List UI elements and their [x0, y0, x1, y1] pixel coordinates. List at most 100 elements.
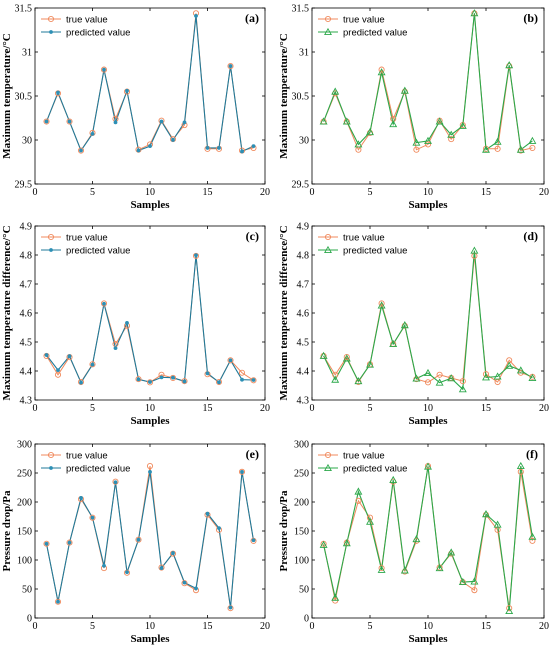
y-axis-label: Maximum temperature difference/°C — [278, 225, 290, 400]
point-predicted-value — [412, 374, 421, 382]
point-true-value — [169, 550, 177, 557]
x-tick-label: 20 — [539, 403, 549, 414]
panel-label: (d) — [523, 229, 538, 243]
point-predicted-value — [240, 469, 244, 474]
point-predicted-value — [228, 358, 233, 363]
x-tick-label: 15 — [481, 187, 491, 198]
y-tick-label: 30.5 — [292, 92, 310, 103]
y-tick-label: 4.8 — [297, 251, 310, 262]
y-tick-label: 50 — [22, 585, 32, 596]
point-predicted-value — [412, 534, 421, 543]
point-predicted-value — [217, 380, 221, 385]
point-predicted-value — [389, 339, 398, 348]
legend-label-true-value: true value — [66, 233, 108, 244]
point-predicted-value — [505, 606, 514, 615]
point-predicted-value — [90, 515, 95, 520]
point-predicted-value — [424, 136, 432, 144]
x-tick-label: 20 — [260, 187, 270, 198]
y-tick-label: 4.4 — [297, 367, 310, 378]
x-tick-label: 15 — [481, 403, 491, 414]
point-predicted-value — [148, 144, 152, 149]
point-true-value — [227, 605, 234, 612]
y-tick-label: 250 — [294, 469, 309, 480]
x-tick-label: 20 — [260, 621, 270, 632]
y-tick-label: 30.5 — [15, 92, 33, 103]
y-tick-label: 31.5 — [292, 4, 310, 15]
point-predicted-value — [319, 117, 328, 125]
point-true-value — [192, 252, 200, 259]
point-true-value — [459, 378, 466, 385]
point-predicted-value — [458, 577, 467, 586]
x-axis-label: Samples — [130, 415, 170, 427]
point-true-value — [146, 379, 154, 386]
point-predicted-value — [528, 136, 537, 144]
x-tick-label: 10 — [423, 403, 433, 414]
legend-label-predicted-value: predicted value — [343, 246, 407, 257]
point-predicted-value — [482, 510, 490, 518]
y-tick-label: 0 — [27, 614, 32, 625]
point-predicted-value — [516, 145, 525, 153]
chart-panel-5: 0 5 10 15 20050100150200250300SamplesPressur… — [1, 440, 270, 646]
x-tick-label: 15 — [203, 621, 213, 632]
point-predicted-value — [136, 537, 141, 542]
y-tick-label: 150 — [294, 527, 309, 538]
point-predicted-value — [412, 138, 421, 146]
point-predicted-value — [56, 599, 60, 604]
point-predicted-value — [493, 520, 502, 528]
point-predicted-value — [113, 346, 118, 350]
point-predicted-value — [171, 138, 175, 142]
point-true-value — [77, 378, 85, 386]
point-predicted-value — [182, 120, 187, 125]
legend-marker-predicted-value — [324, 463, 332, 472]
y-axis-label: Pressure drop/Pa — [278, 490, 290, 571]
legend-label-predicted-value: predicted value — [66, 28, 130, 39]
point-predicted-value — [400, 566, 409, 574]
point-predicted-value — [56, 368, 60, 373]
x-tick-label: 0 — [33, 187, 38, 198]
point-true-value — [227, 63, 234, 70]
point-predicted-value — [389, 475, 398, 483]
y-tick-label: 31.5 — [15, 4, 33, 15]
series-line-predicted-value — [323, 465, 533, 612]
point-predicted-value — [102, 301, 106, 306]
x-tick-label: 10 — [145, 621, 155, 632]
point-true-value — [77, 147, 85, 154]
x-tick-label: 15 — [481, 621, 491, 632]
x-tick-label: 5 — [90, 403, 95, 414]
x-tick-label: 5 — [368, 621, 373, 632]
y-tick-label: 31 — [299, 48, 309, 59]
x-tick-label: 10 — [145, 187, 155, 198]
point-true-value — [506, 605, 513, 612]
point-predicted-value — [331, 87, 340, 95]
point-predicted-value — [44, 541, 49, 546]
point-predicted-value — [90, 131, 95, 136]
point-predicted-value — [424, 462, 432, 470]
point-predicted-value — [136, 377, 141, 382]
point-predicted-value — [102, 67, 106, 72]
point-true-value — [378, 300, 385, 307]
point-predicted-value — [435, 563, 444, 572]
point-predicted-value — [240, 377, 244, 382]
point-predicted-value — [342, 117, 351, 125]
x-tick-label: 15 — [203, 403, 213, 414]
x-tick-label: 0 — [33, 621, 38, 632]
point-predicted-value — [125, 320, 129, 325]
y-tick-label: 150 — [17, 527, 32, 538]
y-tick-label: 0 — [304, 614, 309, 625]
y-tick-label: 4.9 — [297, 222, 310, 233]
point-predicted-value — [79, 148, 83, 153]
point-true-value — [181, 378, 188, 385]
x-axis-label: Samples — [130, 199, 170, 211]
point-predicted-value — [331, 593, 340, 601]
point-predicted-value — [67, 354, 72, 359]
y-tick-label: 31 — [22, 48, 32, 59]
chart-panel-4: 0 5 10 15 20 4.3 4.4 4.5 4.6 4.7 4.8 4.9 Samples Maxi… — [278, 222, 549, 428]
y-tick-label: 100 — [294, 556, 309, 567]
point-predicted-value — [102, 563, 106, 568]
point-true-value — [529, 144, 536, 151]
point-predicted-value — [493, 372, 502, 380]
point-predicted-value — [44, 353, 49, 357]
point-predicted-value — [516, 366, 525, 374]
point-predicted-value — [377, 68, 386, 76]
point-true-value — [43, 540, 50, 547]
